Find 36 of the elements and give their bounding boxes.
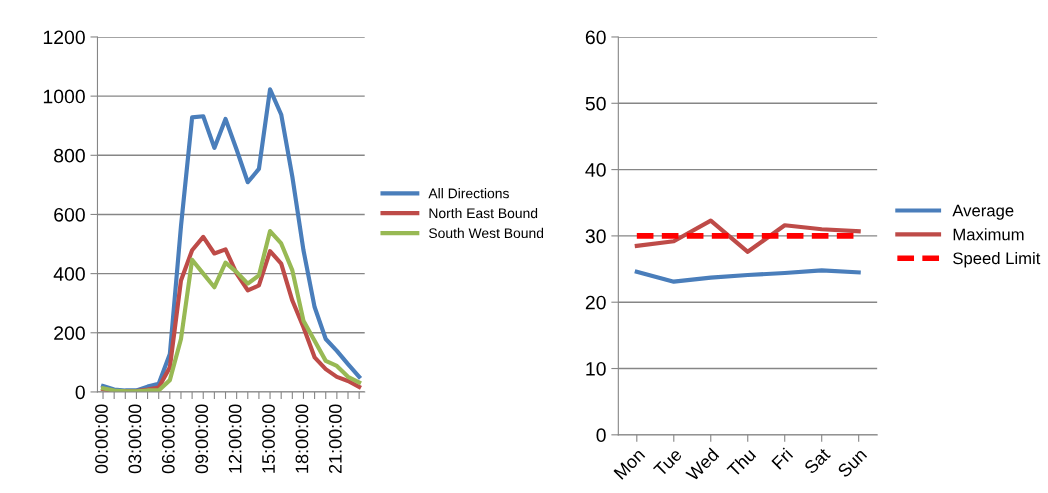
y-tick-label: 20: [585, 295, 606, 310]
x-tick-label: Tue: [653, 447, 683, 478]
x-tick-label: Sun: [836, 447, 868, 479]
y-tick-label: 0: [75, 385, 85, 400]
legend-label: South West Bound: [429, 227, 544, 239]
y-tick-label: 400: [53, 267, 85, 281]
x-tick-label: 12:00:00: [228, 404, 242, 473]
y-tick-label: 1200: [43, 30, 85, 45]
legend-label: Maximum: [953, 228, 1024, 241]
y-tick-label: 50: [585, 96, 606, 111]
y-tick-label: 0: [596, 428, 606, 443]
y-tick-label: 40: [585, 163, 606, 177]
legend-label: Average: [952, 204, 1014, 220]
legend-label: All Directions: [428, 188, 509, 199]
x-tick-label: 21:00:00: [328, 404, 342, 474]
x-tick-label: 00:00:00: [95, 404, 108, 474]
y-tick-label: 1000: [43, 89, 85, 104]
x-tick-label: 18:00:00: [295, 404, 309, 473]
x-tick-label: Mon: [613, 447, 646, 480]
x-tick-label: 06:00:00: [161, 404, 175, 474]
y-tick-label: 600: [54, 207, 85, 222]
y-tick-label: 200: [54, 326, 85, 341]
y-tick-label: 30: [585, 229, 606, 244]
line-series: [634, 268, 861, 284]
y-tick-label: 800: [54, 148, 85, 163]
legend-label: North East Bound: [429, 207, 538, 219]
line-series: [634, 218, 861, 254]
x-tick-label: Thu: [726, 447, 757, 478]
legend-label: Speed Limit: [953, 252, 1041, 268]
x-tick-label: 15:00:00: [262, 404, 275, 473]
x-tick-label: 09:00:00: [195, 404, 209, 474]
y-tick-label: 10: [586, 361, 606, 376]
x-tick-label: Sat: [803, 447, 831, 475]
x-tick-label: Fri: [770, 447, 794, 470]
x-tick-label: 03:00:00: [128, 404, 142, 474]
y-tick-label: 60: [585, 30, 606, 45]
